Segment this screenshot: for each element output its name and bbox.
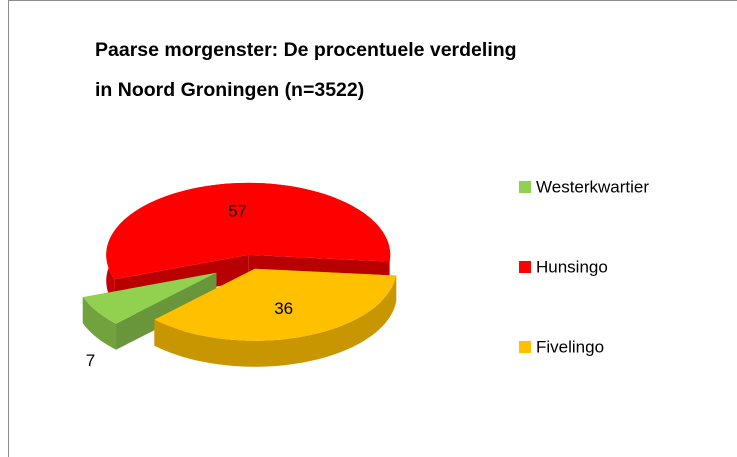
data-label: 7 (86, 351, 95, 370)
legend-swatch (519, 181, 531, 193)
legend-swatch (519, 341, 531, 353)
legend-label: Westerkwartier (536, 177, 649, 196)
legend-label: Fivelingo (536, 337, 604, 356)
legend-label: Hunsingo (536, 257, 608, 276)
legend-swatch (519, 261, 531, 273)
slice (154, 268, 397, 341)
slice (82, 272, 217, 324)
data-label: 57 (228, 201, 247, 220)
chart-title: Paarse morgenster: De procentuele verdel… (95, 39, 517, 101)
slice (106, 182, 391, 280)
slice-side (82, 297, 117, 350)
chart-border (8, 0, 737, 457)
slice-side (154, 275, 397, 367)
data-label: 36 (274, 299, 293, 318)
